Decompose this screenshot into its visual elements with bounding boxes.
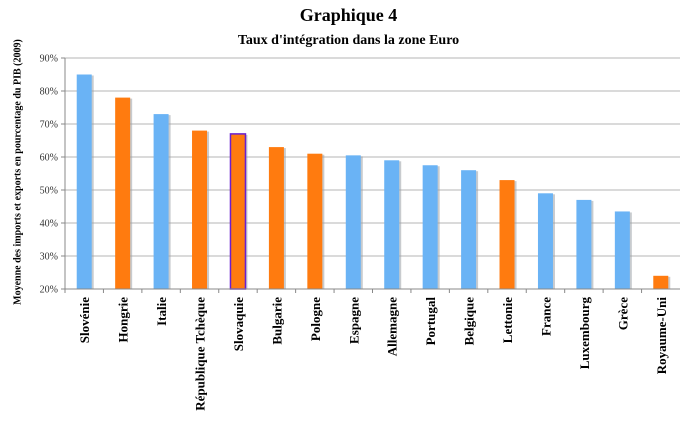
y-tick-label: 20% bbox=[40, 285, 58, 296]
bar bbox=[153, 114, 169, 289]
x-tick-label: Belgique bbox=[462, 297, 477, 346]
bar bbox=[499, 180, 515, 289]
bar bbox=[76, 74, 92, 289]
x-tick-label: Hongrie bbox=[116, 297, 131, 343]
x-tick-labels: Slovénie Hongrie Italie République Tchèque S… bbox=[64, 289, 669, 411]
bar bbox=[229, 133, 247, 290]
y-tick-label: 80% bbox=[40, 87, 58, 98]
x-tick-label: Espagne bbox=[346, 297, 361, 344]
bar bbox=[576, 199, 592, 289]
y-tick-labels: 20% 30% 40% 50% 60% 70% 80% 90% bbox=[40, 54, 58, 296]
x-tick-label: Pologne bbox=[308, 297, 323, 341]
x-tick-label: Slovénie bbox=[77, 297, 92, 343]
x-tick-label: Grèce bbox=[615, 297, 630, 330]
bars bbox=[76, 74, 671, 290]
bar bbox=[192, 130, 208, 289]
bar bbox=[268, 147, 284, 289]
x-tick-label: République Tchèque bbox=[193, 297, 208, 411]
x-tick-label: Lettonie bbox=[500, 297, 515, 343]
y-tick-label: 90% bbox=[40, 54, 58, 65]
y-tick-label: 50% bbox=[40, 186, 58, 197]
y-tick-label: 40% bbox=[40, 219, 58, 230]
bar bbox=[537, 193, 553, 289]
bar bbox=[653, 275, 669, 289]
bar bbox=[422, 165, 438, 289]
y-tick-label: 30% bbox=[40, 252, 58, 263]
x-tick-label: Bulgarie bbox=[269, 297, 284, 345]
bar bbox=[345, 155, 361, 289]
x-tick-label: Portugal bbox=[423, 297, 438, 346]
y-tick-label: 70% bbox=[40, 120, 58, 131]
x-tick-label: France bbox=[538, 297, 553, 336]
bar bbox=[307, 153, 323, 289]
bar bbox=[384, 160, 400, 289]
bar bbox=[614, 211, 630, 289]
x-tick-label: Royaume-Uni bbox=[654, 297, 669, 375]
x-tick-label: Slovaquie bbox=[231, 297, 246, 351]
x-tick-label: Italie bbox=[154, 297, 169, 326]
x-tick-label: Luxembourg bbox=[577, 297, 592, 370]
x-tick-label: Allemagne bbox=[385, 297, 400, 356]
chart-title: Graphique 4 bbox=[299, 5, 398, 25]
y-tick-label: 60% bbox=[40, 153, 58, 164]
bar bbox=[461, 170, 477, 289]
bar bbox=[115, 97, 131, 289]
chart-subtitle: Taux d'intégration dans la zone Euro bbox=[237, 33, 460, 48]
